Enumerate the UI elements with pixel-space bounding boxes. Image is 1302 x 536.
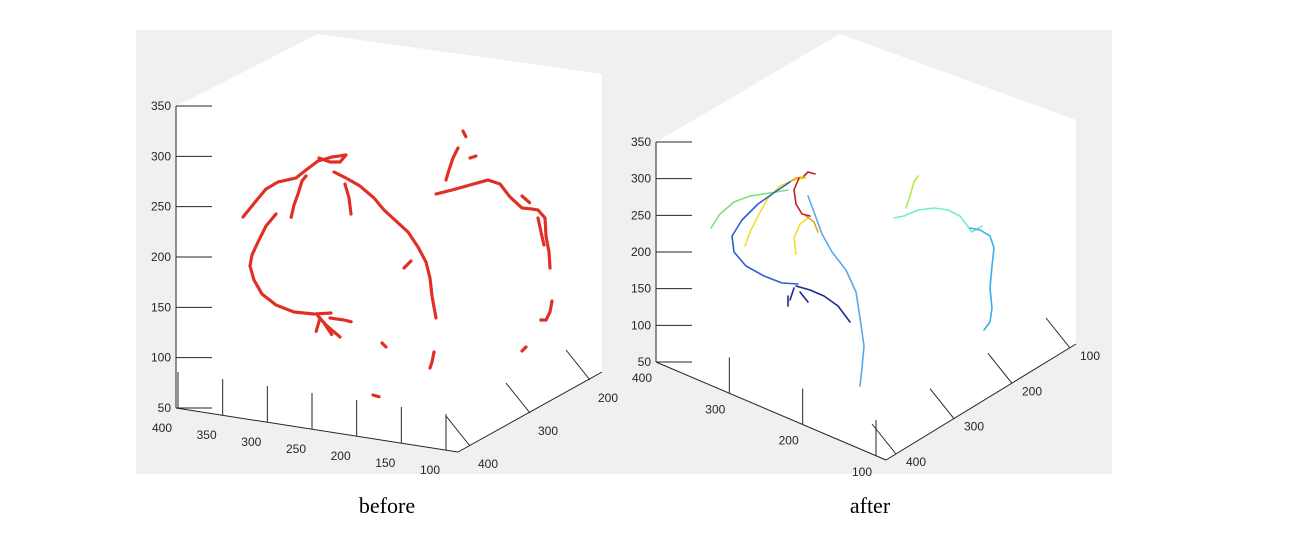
left-tick-marks: 350 300 250 200 150 100 50 400 350 300 250 200 150 10… [151,99,618,477]
right-vessel-lines [710,171,995,387]
vessel-path [328,316,354,324]
left-y-axis [457,371,603,453]
tick-mark [565,349,591,381]
vessel-branch-red [803,171,816,177]
tick-label: 400 [478,457,498,471]
vessel-path [536,216,546,247]
caption-after: after [849,493,891,518]
tick-label: 50 [638,355,652,369]
tick-label: 250 [631,208,651,222]
vessel-path [241,153,348,219]
tick-label: 200 [151,250,171,264]
tick-label: 300 [241,435,261,449]
tick-label: 100 [420,463,440,477]
tick-label: 200 [1022,384,1042,398]
tick-label: 100 [151,351,171,365]
vessel-path [444,146,460,182]
tick-label: 300 [538,424,558,438]
vessel-branch-navy [789,287,795,301]
tick-mark [1045,317,1071,349]
tick-mark [929,388,955,419]
tick-mark [445,415,471,447]
vessel-branch-yellowgreen [905,175,919,209]
tick-label: 100 [631,318,651,332]
tick-label: 400 [632,371,652,385]
vessel-path [380,341,388,349]
vessel-path [468,154,478,160]
tick-label: 300 [151,149,171,163]
right-plot: 350 300 250 200 150 100 50 400 300 200 100 100 200 30… [631,34,1100,479]
tick-label: 150 [151,300,171,314]
tick-label: 200 [598,391,618,405]
vessel-path [402,259,413,270]
left-plot: 350 300 250 200 150 100 50 400 350 300 250 200 150 10… [151,34,618,477]
vessel-path [343,182,353,216]
right-axes-box [656,34,1076,460]
vessel-path [520,345,528,353]
right-x-axis [655,361,887,461]
tick-label: 400 [906,455,926,469]
vessel-path [289,174,308,220]
tick-label: 300 [705,402,725,416]
vessel-path [371,393,382,399]
tick-label: 200 [631,245,651,259]
caption-before: before [358,493,416,518]
tick-label: 100 [1080,349,1100,363]
tick-label: 250 [286,442,306,456]
tick-label: 300 [631,172,651,186]
vessel-branch-yellow [793,217,809,255]
tick-label: 100 [852,465,872,479]
right-tick-marks: 350 300 250 200 150 100 50 400 300 200 100 100 200 30… [631,135,1100,479]
tick-label: 350 [631,135,651,149]
vessel-branch-red [793,177,811,217]
vessel-branch-orange [805,215,819,233]
tick-label: 400 [152,421,172,435]
tick-label: 200 [779,434,799,448]
vessel-path [428,350,436,370]
tick-label: 200 [331,449,351,463]
vessel-path [317,153,348,164]
vessel-branch-cyan [969,227,995,331]
tick-label: 150 [631,282,651,296]
vessel-branch-aqua [893,207,983,233]
tick-label: 300 [964,420,984,434]
right-y-axis [885,343,1077,461]
tick-mark [987,353,1013,384]
tick-label: 350 [197,428,217,442]
vessel-segment [241,129,554,399]
tick-mark [871,423,897,455]
vessel-branch-navy [799,291,809,303]
tick-mark [505,382,531,414]
vessel-branch-lightblue [807,195,865,387]
left-axes-box [176,34,602,452]
vessel-path [322,321,334,337]
vessel-path [332,170,438,320]
tick-label: 50 [158,401,172,415]
vessel-path [434,178,552,270]
left-x-axis [175,407,459,453]
vessel-path [248,212,333,316]
vessel-branch-blue [731,181,799,285]
tick-label: 350 [151,99,171,113]
vessel-path [314,316,322,334]
vessel-path [538,299,554,322]
tick-label: 150 [375,456,395,470]
vessel-path [461,129,468,139]
vessel-branch-navy [795,285,851,323]
vessel-path [520,194,532,205]
left-vessel-points [241,129,554,399]
tick-label: 250 [151,200,171,214]
